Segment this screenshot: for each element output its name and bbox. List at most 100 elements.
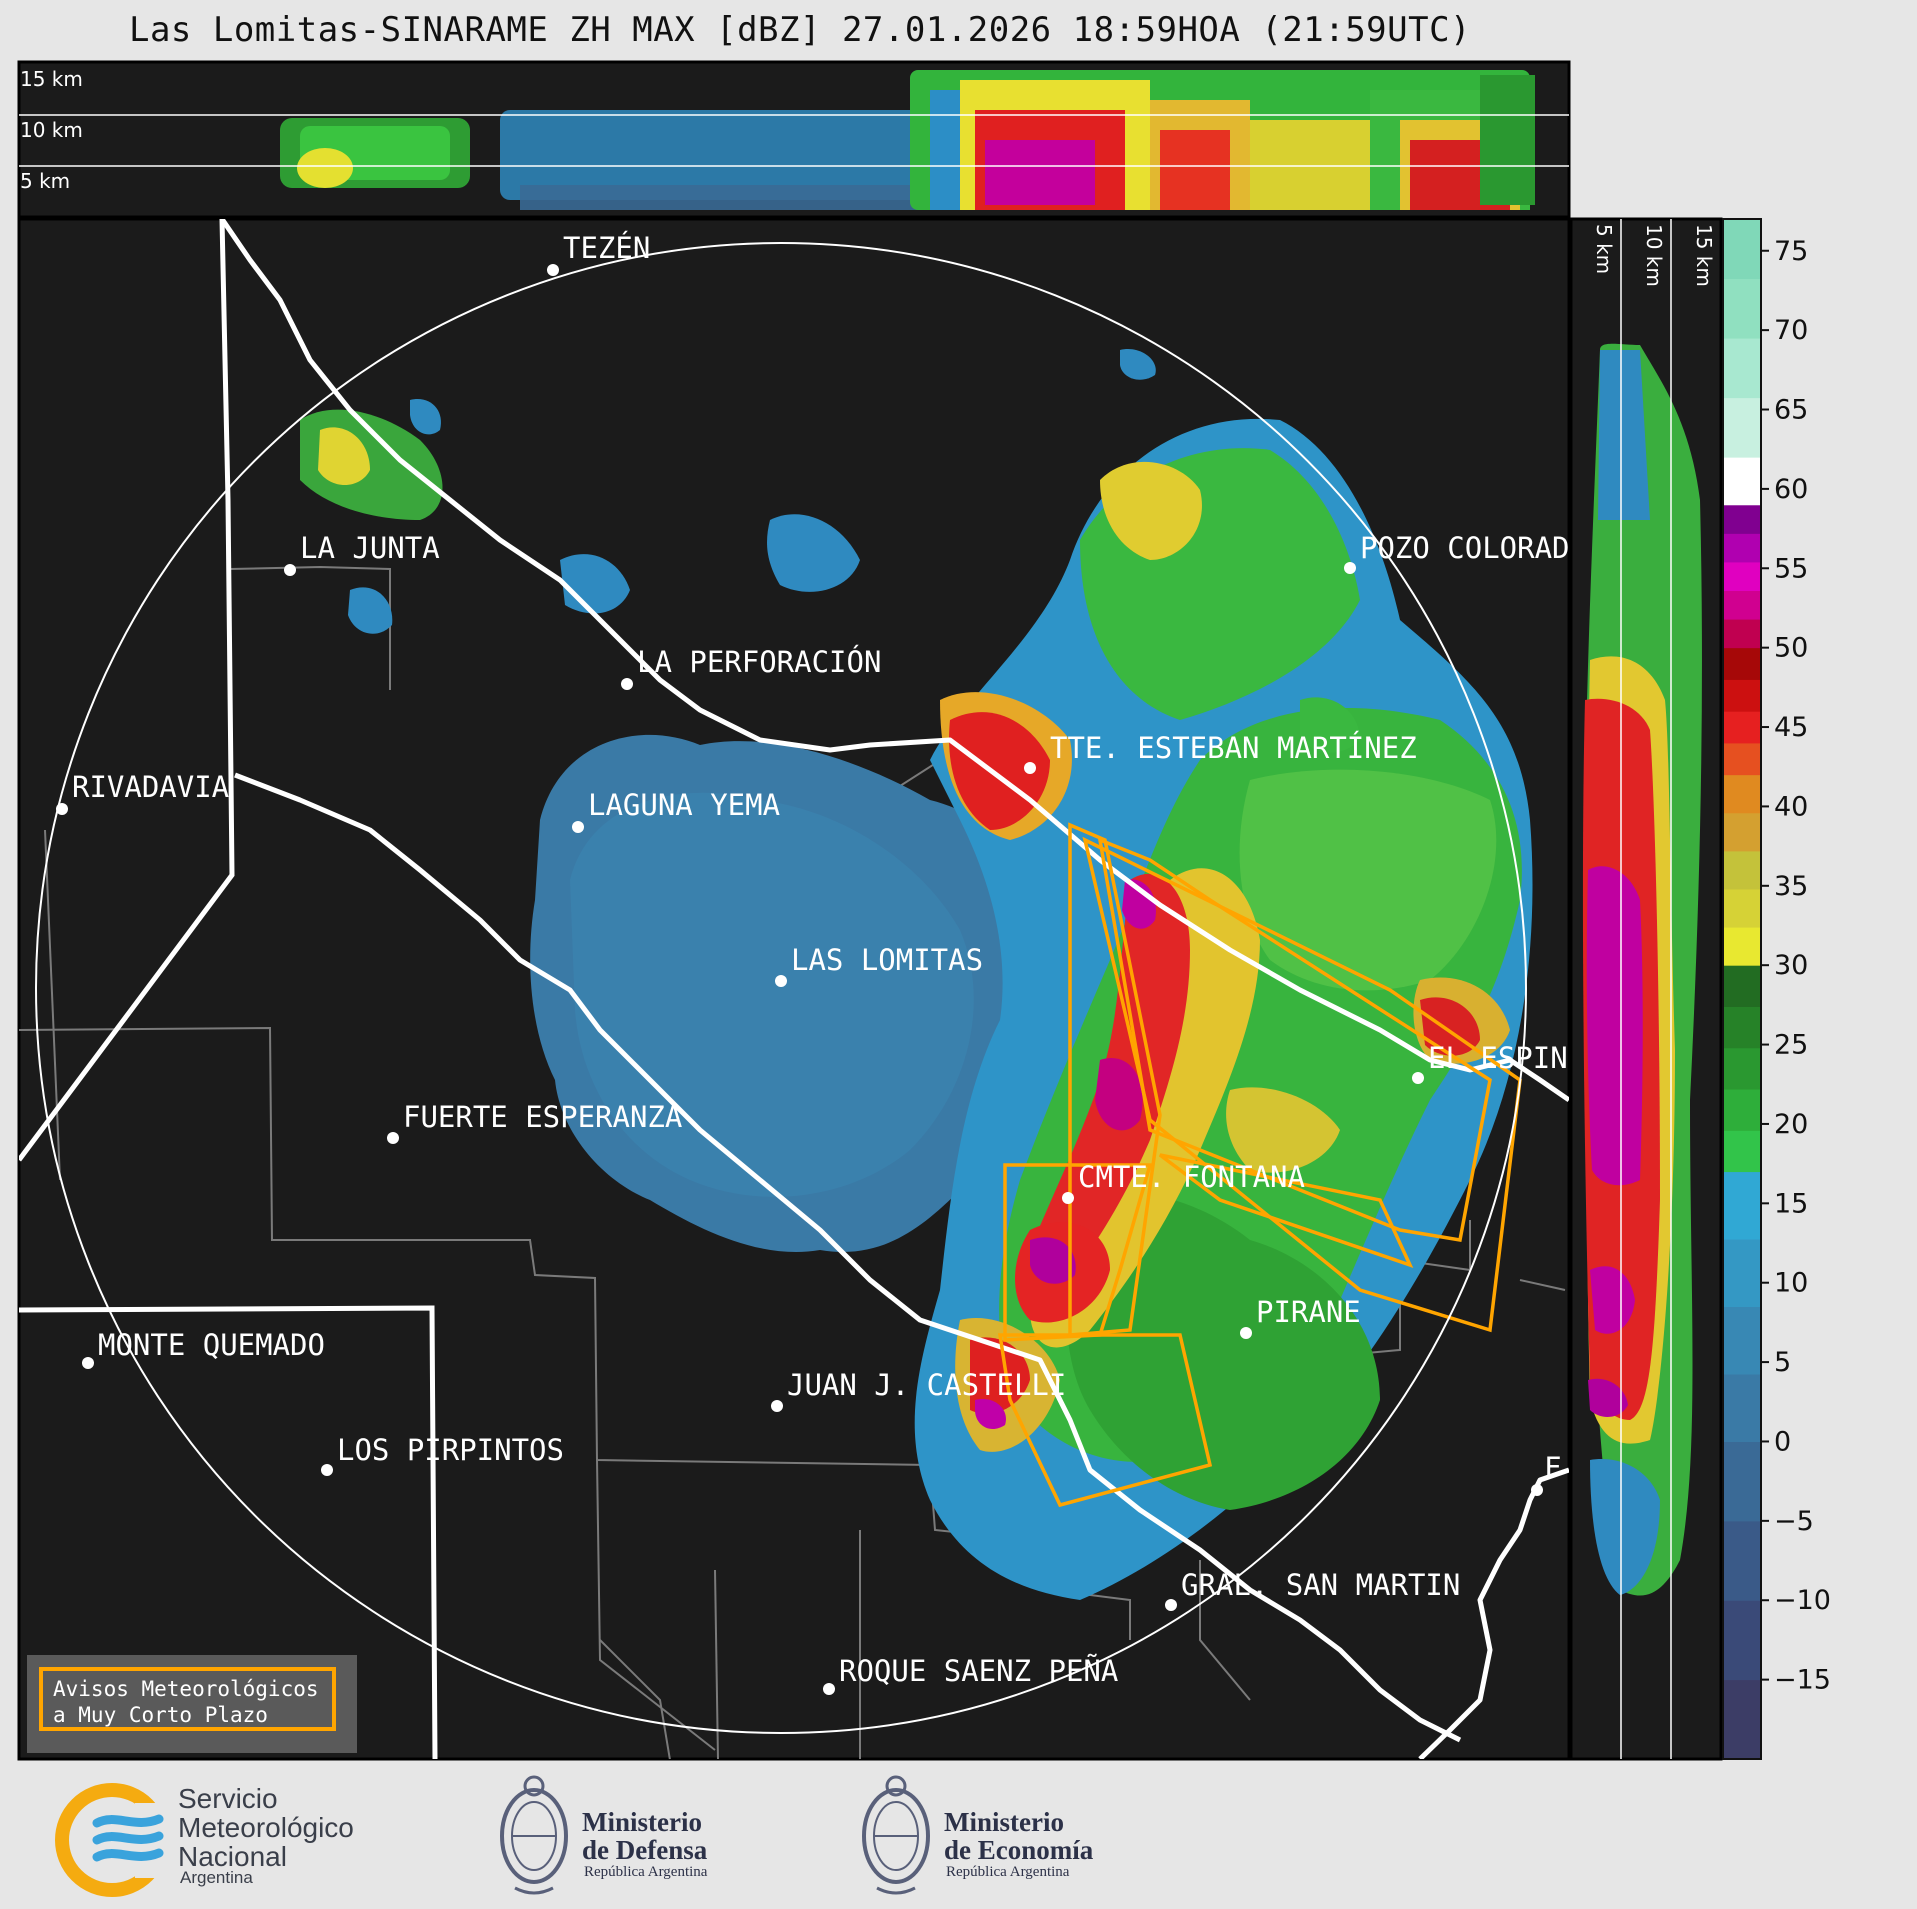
city-rivadavia: RIVADAVIA — [56, 770, 229, 815]
colorbar-tick-label-8: 35 — [1774, 871, 1808, 902]
warnings-legend-frame: Avisos Meteorológicos a Muy Corto Plazo — [39, 1667, 336, 1731]
city-label-la-junta: LA JUNTA — [300, 531, 440, 565]
colorbar-band-0-2 — [1723, 1520, 1761, 1601]
city-label-rivadavia: RIVADAVIA — [72, 770, 229, 804]
side-altitude-panel: 5 km 10 km 15 km — [1569, 217, 1723, 1761]
city-las-lomitas: LAS LOMITAS — [775, 943, 983, 987]
colorbar-band-7-2 — [1723, 278, 1761, 339]
city-label-los-pirpintos: LOS PIRPINTOS — [337, 1433, 564, 1467]
range-ring — [35, 242, 1527, 1734]
colorbar-tick-label-1: 70 — [1774, 315, 1808, 346]
smn-name-line3: Nacional — [178, 1841, 287, 1872]
city-juan-j-castelli: JUAN J. CASTELLI — [771, 1368, 1066, 1412]
warnings-legend: Avisos Meteorológicos a Muy Corto Plazo — [27, 1655, 357, 1753]
city-formosa: F — [1531, 1451, 1561, 1496]
colorbar-tick-label-16: −5 — [1774, 1506, 1814, 1537]
colorbar-band-2-2 — [1723, 1047, 1761, 1090]
side-alt-label-15: 15 km — [1692, 224, 1716, 287]
defensa-name-line2: de Defensa — [582, 1835, 708, 1865]
city-el-espinillo: EL ESPIN — [1412, 1041, 1568, 1084]
colorbar-band-1-1 — [1723, 1306, 1761, 1375]
city-label-roque-saenz-pena: ROQUE SAENZ PEÑA — [839, 1654, 1118, 1688]
city-pirane: PIRANE — [1240, 1295, 1361, 1339]
colorbar-band-1-3 — [1723, 1171, 1761, 1240]
colorbar-tick-label-13: 10 — [1774, 1268, 1808, 1299]
defensa-name-line1: Ministerio — [582, 1807, 702, 1837]
colorbar-tick-label-3: 60 — [1774, 474, 1808, 505]
economia-name: Ministerio de Economía — [944, 1808, 1093, 1864]
economia-country: República Argentina — [946, 1864, 1070, 1880]
city-label-tte-esteban-martinez: TTE. ESTEBAN MARTÍNEZ — [1050, 731, 1417, 765]
colorbar-tick-label-6: 45 — [1774, 712, 1808, 743]
city-cmte-fontana: CMTE. FONTANA — [1062, 1160, 1305, 1204]
side-panel-echoes — [1582, 343, 1702, 1596]
colorbar-band-5-2 — [1723, 561, 1761, 592]
colorbar-band-4-1 — [1723, 711, 1761, 744]
colorbar-tick-label-5: 50 — [1774, 633, 1808, 664]
colorbar-tick-label-11: 20 — [1774, 1109, 1808, 1140]
colorbar-tick-label-9: 30 — [1774, 950, 1808, 981]
colorbar-band-2-4 — [1723, 965, 1761, 1007]
city-tte-esteban-martinez: TTE. ESTEBAN MARTÍNEZ — [1024, 731, 1417, 774]
colorbar-tick-label-7: 40 — [1774, 791, 1808, 822]
colorbar-band-0-1 — [1723, 1600, 1761, 1681]
colorbar-tick-label-14: 5 — [1774, 1347, 1791, 1378]
city-pozo-colorado: POZO COLORAD — [1344, 531, 1569, 574]
smn-name-line1: Servicio — [178, 1783, 278, 1814]
economia-seal-icon — [857, 1772, 935, 1902]
map-title: Las Lomitas-SINARAME ZH MAX [dBZ] 27.01.… — [128, 10, 1472, 50]
colorbar-band-3-4 — [1723, 774, 1761, 814]
defensa-name: Ministerio de Defensa — [582, 1808, 707, 1864]
colorbar-tick-label-10: 25 — [1774, 1030, 1808, 1061]
colorbar-tick-label-4: 55 — [1774, 553, 1808, 584]
colorbar-band-5-4 — [1723, 504, 1761, 534]
city-gral-san-martin: GRAL. SAN MARTIN — [1165, 1568, 1460, 1611]
colorbar-tick-label-18: −15 — [1774, 1665, 1831, 1696]
warnings-legend-line1: Avisos Meteorológicos — [53, 1677, 319, 1701]
city-label-juan-j-castelli: JUAN J. CASTELLI — [787, 1368, 1066, 1402]
top-alt-label-5: 5 km — [20, 169, 70, 193]
smn-name-line2: Meteorológico — [178, 1812, 354, 1843]
city-label-tezen: TEZÉN — [563, 231, 650, 265]
colorbar-band-3-2 — [1723, 850, 1761, 890]
colorbar-tick-label-0: 75 — [1774, 236, 1808, 267]
radar-map: TEZÉN LA JUNTA POZO COLORAD LA PERFORACI… — [17, 217, 1571, 1761]
city-tezen: TEZÉN — [547, 231, 650, 276]
economia-name-line1: Ministerio — [944, 1807, 1064, 1837]
city-label-pirane: PIRANE — [1256, 1295, 1361, 1329]
colorbar-band-1-2 — [1723, 1239, 1761, 1308]
warning-polygons — [997, 822, 1522, 1508]
colorbar-bands — [1723, 219, 1761, 1760]
colorbar-band-2-1 — [1723, 1089, 1761, 1131]
city-markers: TEZÉN LA JUNTA POZO COLORAD LA PERFORACI… — [56, 231, 1569, 1695]
colorbar-band-7-1 — [1723, 338, 1761, 399]
smn-country: Argentina — [180, 1868, 253, 1887]
colorbar-band-5-1 — [1723, 590, 1761, 620]
top-alt-label-15: 15 km — [20, 67, 83, 91]
top-alt-label-10: 10 km — [20, 118, 83, 142]
colorbar-band-3-1 — [1723, 888, 1761, 928]
city-laguna-yema: LAGUNA YEMA — [572, 788, 780, 833]
smn-logo-icon — [55, 1783, 175, 1897]
city-label-el-espinillo: EL ESPIN — [1428, 1041, 1568, 1075]
side-alt-label-5: 5 km — [1592, 224, 1616, 274]
side-alt-label-10: 10 km — [1642, 224, 1666, 287]
city-label-cmte-fontana: CMTE. FONTANA — [1078, 1160, 1305, 1194]
warnings-legend-line2: a Muy Corto Plazo — [53, 1703, 268, 1727]
colorbar-band-5-0 — [1723, 619, 1761, 649]
city-label-gral-san-martin: GRAL. SAN MARTIN — [1181, 1568, 1460, 1602]
city-label-monte-quemado: MONTE QUEMADO — [98, 1328, 325, 1362]
city-fuerte-esperanza: FUERTE ESPERANZA — [387, 1100, 682, 1144]
defensa-seal-icon — [495, 1772, 573, 1902]
colorbar-band-3-3 — [1723, 812, 1761, 852]
colorbar-band-2-3 — [1723, 1006, 1761, 1049]
colorbar-tick-label-2: 65 — [1774, 395, 1808, 426]
city-roque-saenz-pena: ROQUE SAENZ PEÑA — [823, 1654, 1118, 1695]
colorbar-band-0-3 — [1723, 1441, 1761, 1522]
national-borders — [19, 219, 438, 1759]
colorbar-band-0-0 — [1723, 1679, 1761, 1760]
top-altitude-panel: 15 km 10 km 5 km — [17, 60, 1571, 219]
colorbar-band-7-3 — [1723, 219, 1761, 280]
